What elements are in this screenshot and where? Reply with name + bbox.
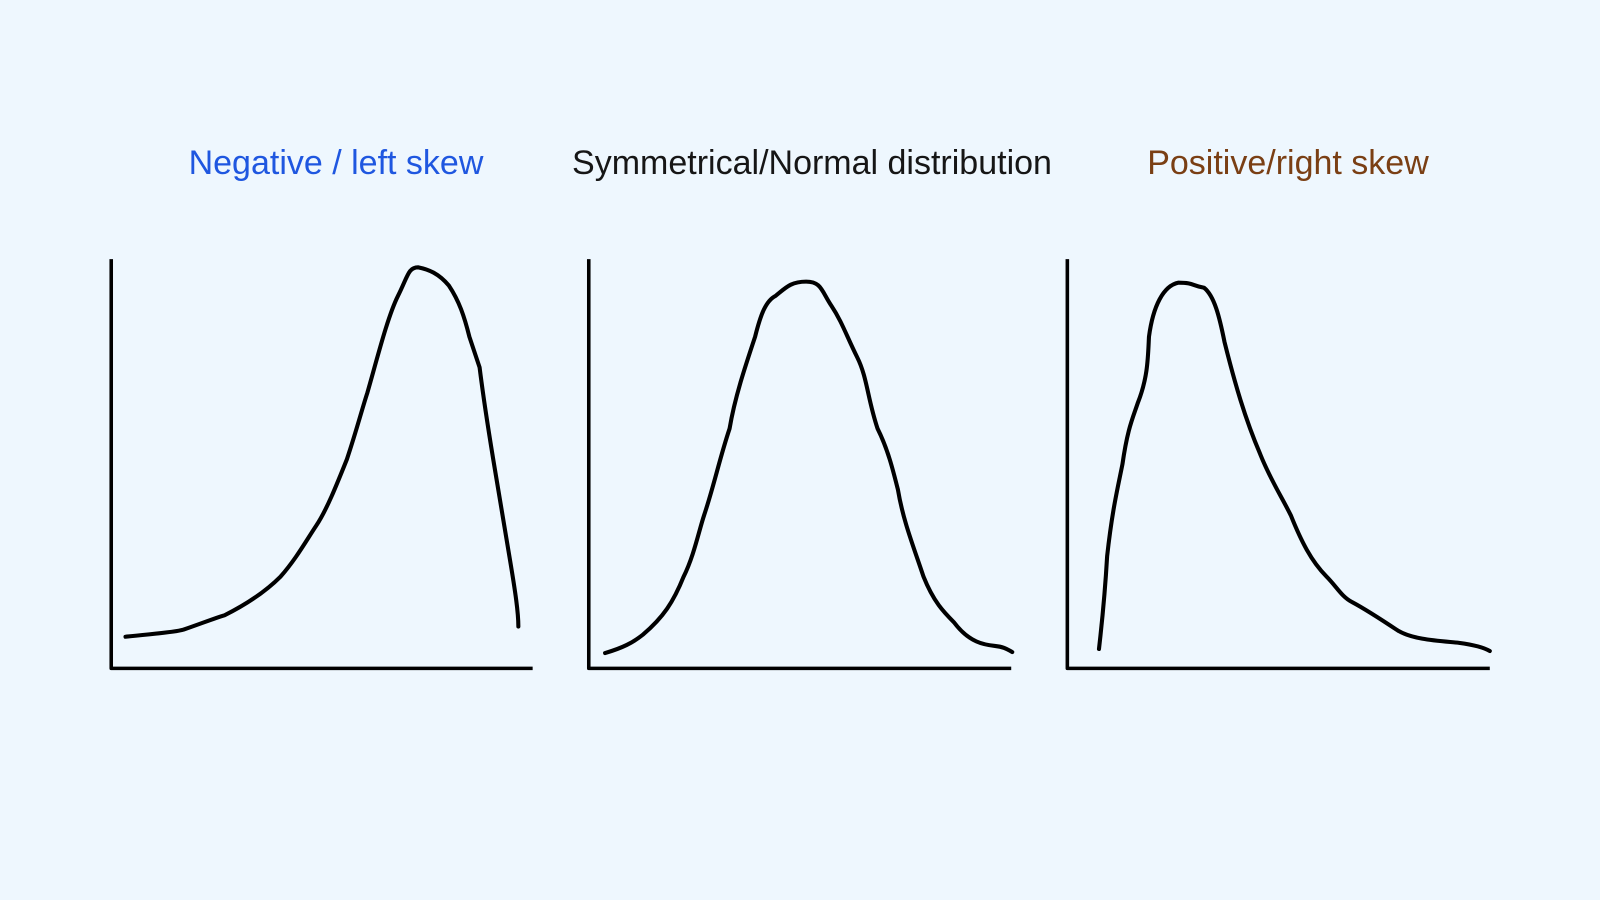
normal-curve <box>603 279 1015 656</box>
panel-title: Positive/right skew <box>1147 144 1429 182</box>
panel-title: Negative / left skew <box>189 144 484 182</box>
axes <box>109 259 533 671</box>
axes <box>586 259 1012 671</box>
panel-title: Symmetrical/Normal distribution <box>572 144 1052 182</box>
right-skew-curve <box>1096 280 1492 654</box>
axes <box>1065 259 1490 671</box>
left-skew-curve <box>123 265 521 639</box>
plots <box>109 259 1492 671</box>
